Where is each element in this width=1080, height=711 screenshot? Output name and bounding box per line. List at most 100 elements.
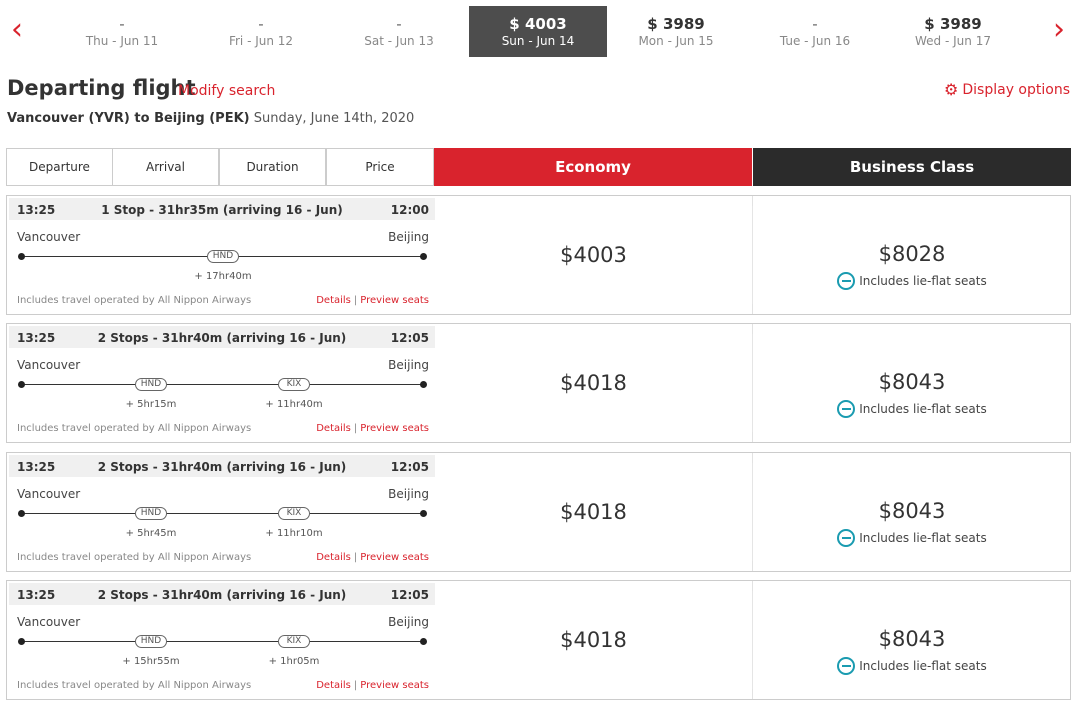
date-cell-jun-15[interactable]: $ 3989 Mon - Jun 15 (607, 6, 745, 57)
business-header: Business Class (753, 148, 1071, 186)
sort-departure[interactable]: Departure (6, 148, 113, 186)
layover-duration: + 17hr40m (194, 271, 252, 282)
stop-code: HND (207, 250, 239, 263)
economy-fare[interactable]: $4018 (435, 581, 753, 699)
layover-duration: + 11hr40m (265, 399, 323, 410)
arrival-time: 12:00 (390, 203, 429, 217)
date-label: Sun - Jun 14 (501, 34, 575, 48)
route-line (21, 513, 424, 514)
economy-header: Economy (434, 148, 752, 186)
date-label: Tue - Jun 16 (779, 34, 851, 48)
date-selector-bar: ‹ - Thu - Jun 11 - Fri - Jun 12 - Sat - … (0, 0, 1080, 58)
business-fare[interactable]: $8043 Includes lie-flat seats (754, 324, 1070, 442)
chevron-right-icon[interactable]: › (1053, 12, 1065, 47)
operated-by-note: Includes travel operated by All Nippon A… (17, 295, 252, 306)
date-price: $ 4003 (509, 15, 567, 33)
arrival-time: 12:05 (390, 588, 429, 602)
layover-duration: + 15hr55m (122, 656, 180, 667)
lie-flat-seat-icon (837, 657, 856, 675)
date-cell-jun-16[interactable]: - Tue - Jun 16 (746, 6, 884, 57)
details-link[interactable]: Details (316, 680, 351, 691)
date-price: - (119, 15, 125, 33)
date-price: $ 3989 (924, 15, 982, 33)
details-link[interactable]: Details (316, 295, 351, 306)
departure-time: 13:25 (17, 331, 56, 345)
lie-flat-note: Includes lie-flat seats (754, 272, 1070, 290)
date-label: Sat - Jun 13 (364, 34, 434, 48)
business-price: $8043 (878, 370, 946, 394)
modify-search-link[interactable]: Modify search (178, 83, 276, 99)
flight-info: 13:25 2 Stops - 31hr40m (arriving 16 - J… (9, 583, 435, 697)
economy-price: $4018 (560, 371, 627, 395)
origin-city: Vancouver (17, 358, 81, 372)
business-fare[interactable]: $8043 Includes lie-flat seats (754, 453, 1070, 571)
date-cell-jun-12[interactable]: - Fri - Jun 12 (192, 6, 330, 57)
route-cities: Vancouver (YVR) to Beijing (PEK) (7, 111, 250, 126)
stop-code: KIX (278, 507, 310, 520)
fare-divider (752, 591, 753, 689)
stop-code: HND (135, 635, 167, 648)
origin-city: Vancouver (17, 615, 81, 629)
operated-by-note: Includes travel operated by All Nippon A… (17, 552, 252, 563)
business-price: $8028 (878, 242, 946, 266)
flight-summary-bar: 13:25 2 Stops - 31hr40m (arriving 16 - J… (9, 326, 435, 348)
date-price: - (812, 15, 818, 33)
date-cell-jun-11[interactable]: - Thu - Jun 11 (53, 6, 191, 57)
origin-city: Vancouver (17, 487, 81, 501)
date-cell-jun-17[interactable]: $ 3989 Wed - Jun 17 (884, 6, 1022, 57)
operated-by-note: Includes travel operated by All Nippon A… (17, 680, 252, 691)
chevron-left-icon[interactable]: ‹ (11, 12, 23, 47)
lie-flat-note: Includes lie-flat seats (754, 400, 1070, 418)
business-fare[interactable]: $8028 Includes lie-flat seats (754, 196, 1070, 314)
arrival-time: 12:05 (390, 331, 429, 345)
fare-divider (752, 334, 753, 432)
preview-seats-link[interactable]: Preview seats (360, 295, 429, 306)
stop-code: KIX (278, 378, 310, 391)
fare-divider (752, 206, 753, 304)
destination-city: Beijing (388, 230, 429, 244)
date-cell-jun-13[interactable]: - Sat - Jun 13 (330, 6, 468, 57)
display-options-label: Display options (962, 81, 1070, 98)
departure-time: 13:25 (17, 203, 56, 217)
stops-summary: 2 Stops - 31hr40m (arriving 16 - Jun) (97, 331, 347, 345)
display-options-button[interactable]: ⚙ Display options (944, 80, 1070, 99)
preview-seats-link[interactable]: Preview seats (360, 423, 429, 434)
sort-duration[interactable]: Duration (219, 148, 326, 186)
stop-code: HND (135, 378, 167, 391)
lie-flat-seat-icon (837, 400, 856, 418)
economy-fare[interactable]: $4018 (435, 453, 753, 571)
layover-duration: + 1hr05m (268, 656, 320, 667)
sort-arrival[interactable]: Arrival (112, 148, 219, 186)
link-separator: | (353, 552, 358, 563)
link-separator: | (353, 423, 358, 434)
flight-row: 13:25 2 Stops - 31hr40m (arriving 16 - J… (6, 323, 1071, 443)
lie-flat-label: Includes lie-flat seats (859, 659, 987, 673)
stops-summary: 2 Stops - 31hr40m (arriving 16 - Jun) (97, 460, 347, 474)
details-link[interactable]: Details (316, 423, 351, 434)
flight-info: 13:25 2 Stops - 31hr40m (arriving 16 - J… (9, 455, 435, 569)
flight-links: Details | Preview seats (316, 423, 429, 434)
sort-price[interactable]: Price (326, 148, 434, 186)
economy-fare[interactable]: $4018 (435, 324, 753, 442)
flight-summary-bar: 13:25 2 Stops - 31hr40m (arriving 16 - J… (9, 455, 435, 477)
link-separator: | (353, 295, 358, 306)
details-link[interactable]: Details (316, 552, 351, 563)
economy-fare[interactable]: $4003 (435, 196, 753, 314)
date-cell-jun-14[interactable]: $ 4003 Sun - Jun 14 (469, 6, 607, 57)
flight-row: 13:25 1 Stop - 31hr35m (arriving 16 - Ju… (6, 195, 1071, 315)
destination-dot (420, 253, 427, 260)
destination-dot (420, 510, 427, 517)
business-fare[interactable]: $8043 Includes lie-flat seats (754, 581, 1070, 699)
operated-by-note: Includes travel operated by All Nippon A… (17, 423, 252, 434)
date-label: Fri - Jun 12 (228, 34, 294, 48)
lie-flat-seat-icon (837, 529, 856, 547)
date-label: Mon - Jun 15 (638, 34, 714, 48)
preview-seats-link[interactable]: Preview seats (360, 552, 429, 563)
flight-row: 13:25 2 Stops - 31hr40m (arriving 16 - J… (6, 452, 1071, 572)
lie-flat-label: Includes lie-flat seats (859, 274, 987, 288)
route-line (21, 641, 424, 642)
fare-divider (752, 463, 753, 561)
preview-seats-link[interactable]: Preview seats (360, 680, 429, 691)
business-price: $8043 (878, 627, 946, 651)
departure-time: 13:25 (17, 460, 56, 474)
